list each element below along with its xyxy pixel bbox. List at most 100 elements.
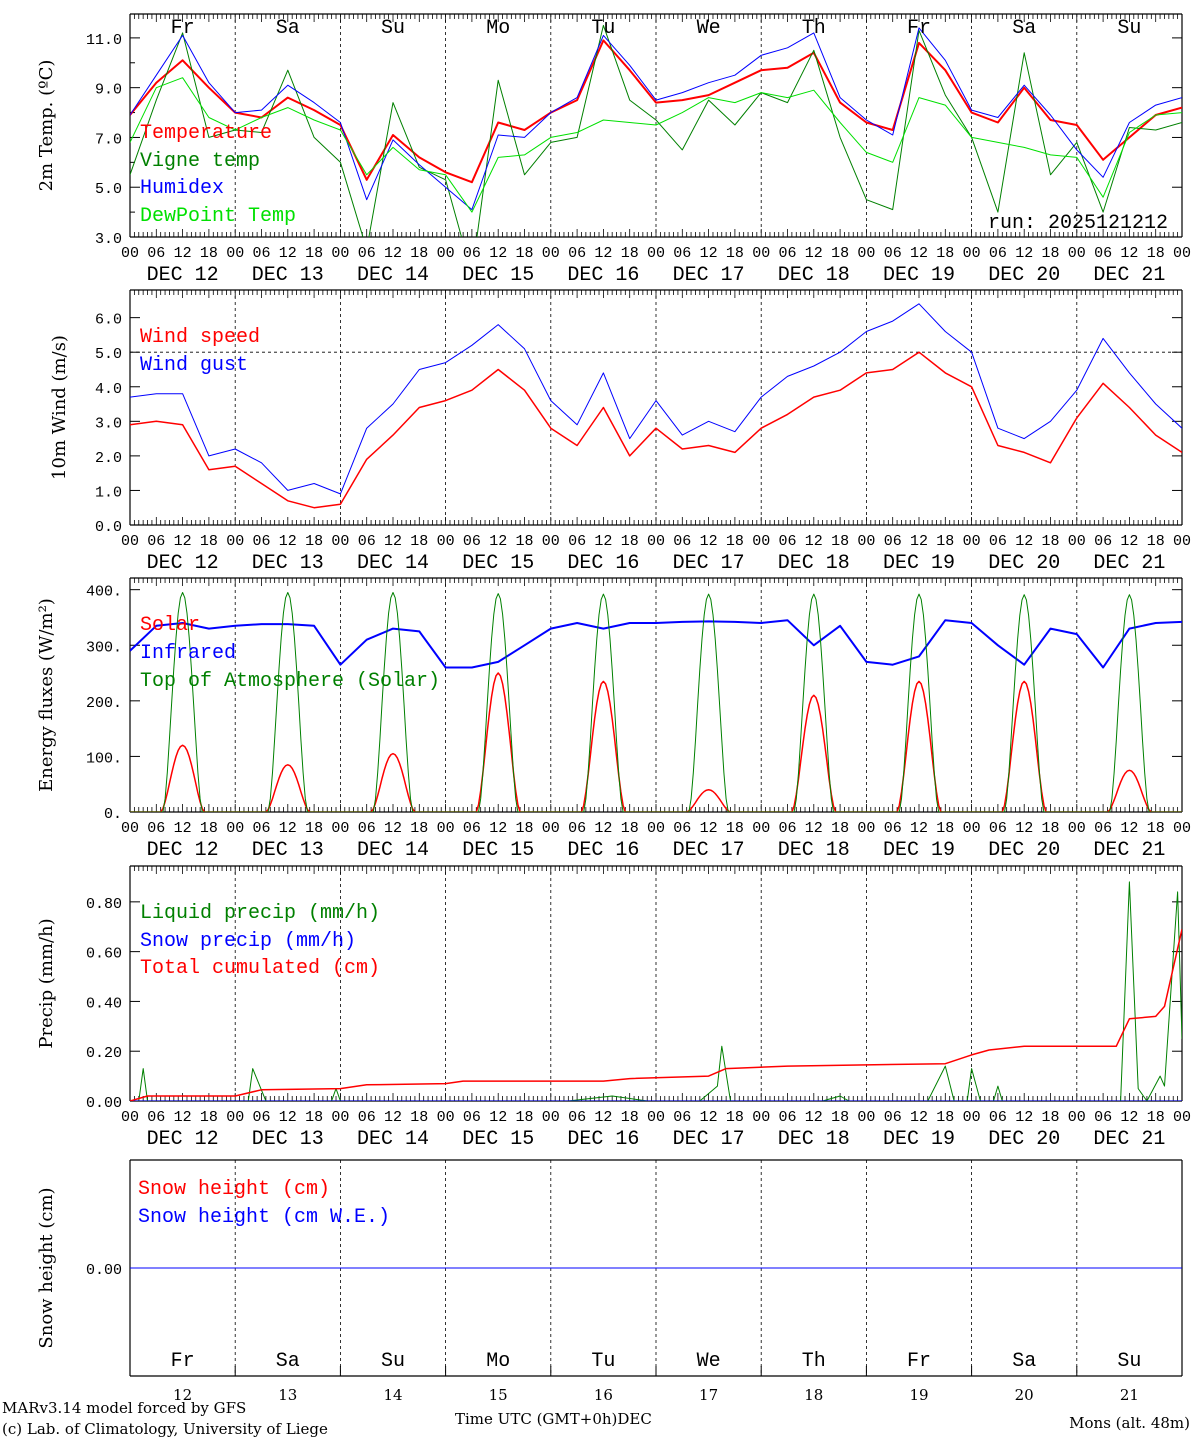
x-tick-label: 00: [1068, 245, 1086, 262]
legend-entry: Wind gust: [140, 354, 248, 377]
x-tick-label: 00: [647, 533, 665, 550]
x-tick-label: 12: [384, 820, 402, 837]
x-tick-label: 12: [700, 1109, 718, 1126]
x-tick-label: 00: [1068, 1109, 1086, 1126]
x-tick-label: 00: [1068, 820, 1086, 837]
x-tick-label: 12: [174, 533, 192, 550]
x-tick-label: 00: [857, 245, 875, 262]
date-label: DEC 15: [462, 1128, 534, 1151]
x-tick-label: 18: [1147, 245, 1165, 262]
x-tick-label: 06: [147, 1109, 165, 1126]
date-label: DEC 13: [252, 264, 324, 287]
x-tick-label: 18: [831, 533, 849, 550]
x-tick-label: 06: [463, 1109, 481, 1126]
panel-5: [129, 1159, 1183, 1377]
date-label: DEC 14: [357, 839, 429, 862]
weekday-label-top: Sa: [276, 17, 300, 40]
x-tick-label: 00: [647, 245, 665, 262]
series-group: [130, 24, 1182, 237]
series-group: [130, 881, 1182, 1101]
x-tick-label: 18: [936, 820, 954, 837]
x-tick-label: 18: [515, 533, 533, 550]
x-tick-label: 06: [463, 820, 481, 837]
x-tick-label: 06: [147, 820, 165, 837]
y-tick-label: 9.0: [95, 82, 122, 99]
date-label: DEC 20: [988, 264, 1060, 287]
date-label: DEC 13: [252, 552, 324, 575]
x-tick-label: 18: [936, 1109, 954, 1126]
x-tick-label: 12: [805, 1109, 823, 1126]
weekday-label-top: Th: [802, 17, 826, 40]
day-number-label: 15: [489, 1386, 508, 1404]
x-tick-label: 06: [463, 533, 481, 550]
series-line-liquid-precip-mm-h-: [130, 881, 1182, 1101]
x-tick-label: 18: [1041, 820, 1059, 837]
legend-entry: Infrared: [140, 642, 236, 665]
x-tick-label: 06: [1094, 1109, 1112, 1126]
x-tick-label: 00: [121, 820, 139, 837]
date-label: DEC 16: [567, 552, 639, 575]
date-label: DEC 17: [673, 552, 745, 575]
date-label: DEC 19: [883, 552, 955, 575]
x-tick-label: 12: [910, 820, 928, 837]
date-label: DEC 21: [1093, 1128, 1165, 1151]
legend-entry: Liquid precip (mm/h): [140, 902, 380, 925]
x-tick-label: 12: [279, 533, 297, 550]
y-axis-label: Precip (mm/h): [36, 918, 57, 1048]
date-label: DEC 20: [988, 552, 1060, 575]
legend-entry: Total cumulated (cm): [140, 957, 380, 980]
x-tick-label: 12: [1120, 1109, 1138, 1126]
y-axis-label: Snow height (cm): [36, 1187, 57, 1348]
x-tick-label: 06: [568, 1109, 586, 1126]
date-label: DEC 20: [988, 839, 1060, 862]
x-tick-label: 12: [384, 245, 402, 262]
y-tick-label: 2.0: [95, 450, 122, 467]
x-tick-label: 18: [200, 533, 218, 550]
x-tick-label: 18: [1041, 245, 1059, 262]
legend-entry: Solar: [140, 614, 200, 637]
x-tick-label: 00: [331, 820, 349, 837]
weekday-label-top: We: [697, 17, 721, 40]
x-tick-label: 06: [252, 245, 270, 262]
x-tick-label: 12: [594, 1109, 612, 1126]
x-tick-label: 12: [805, 533, 823, 550]
x-tick-label: 06: [673, 820, 691, 837]
x-tick-label: 00: [752, 820, 770, 837]
x-tick-label: 00: [752, 245, 770, 262]
x-tick-label: 06: [568, 820, 586, 837]
x-tick-label: 06: [568, 245, 586, 262]
x-tick-label: 12: [384, 533, 402, 550]
x-tick-label: 18: [305, 533, 323, 550]
x-tick-label: 06: [147, 245, 165, 262]
weekday-label-bottom: Tu: [591, 1350, 615, 1373]
weekday-label-bottom: Su: [381, 1350, 405, 1373]
x-tick-label: 12: [489, 820, 507, 837]
x-tick-label: 18: [936, 245, 954, 262]
x-tick-label: 00: [647, 1109, 665, 1126]
y-axis-label: 2m Temp. (ºC): [36, 60, 57, 192]
x-tick-label: 00: [437, 245, 455, 262]
x-tick-label: 06: [358, 820, 376, 837]
date-label: DEC 18: [778, 1128, 850, 1151]
x-tick-label: 12: [279, 1109, 297, 1126]
x-tick-label: 12: [700, 820, 718, 837]
series-line-top-of-atmosphere-solar-: [130, 592, 1182, 812]
x-tick-label: 12: [1015, 533, 1033, 550]
x-tick-label: 06: [989, 1109, 1007, 1126]
x-tick-label: 12: [700, 533, 718, 550]
series-line-solar: [130, 672, 1182, 812]
legend-entry: Wind speed: [140, 326, 260, 349]
x-tick-label: 12: [1120, 245, 1138, 262]
date-label: DEC 12: [147, 552, 219, 575]
weekday-label-top: Su: [1117, 17, 1141, 40]
run-label: run: 2025121212: [988, 212, 1168, 235]
x-tick-label: 18: [410, 820, 428, 837]
x-tick-label: 06: [358, 533, 376, 550]
x-tick-label: 18: [515, 245, 533, 262]
date-label: DEC 12: [147, 264, 219, 287]
x-tick-label: 12: [489, 1109, 507, 1126]
x-tick-label: 18: [305, 245, 323, 262]
x-tick-label: 00: [437, 533, 455, 550]
time-axis-label: Time UTC (GMT+0h)DEC: [455, 1410, 652, 1428]
x-tick-label: 12: [700, 245, 718, 262]
